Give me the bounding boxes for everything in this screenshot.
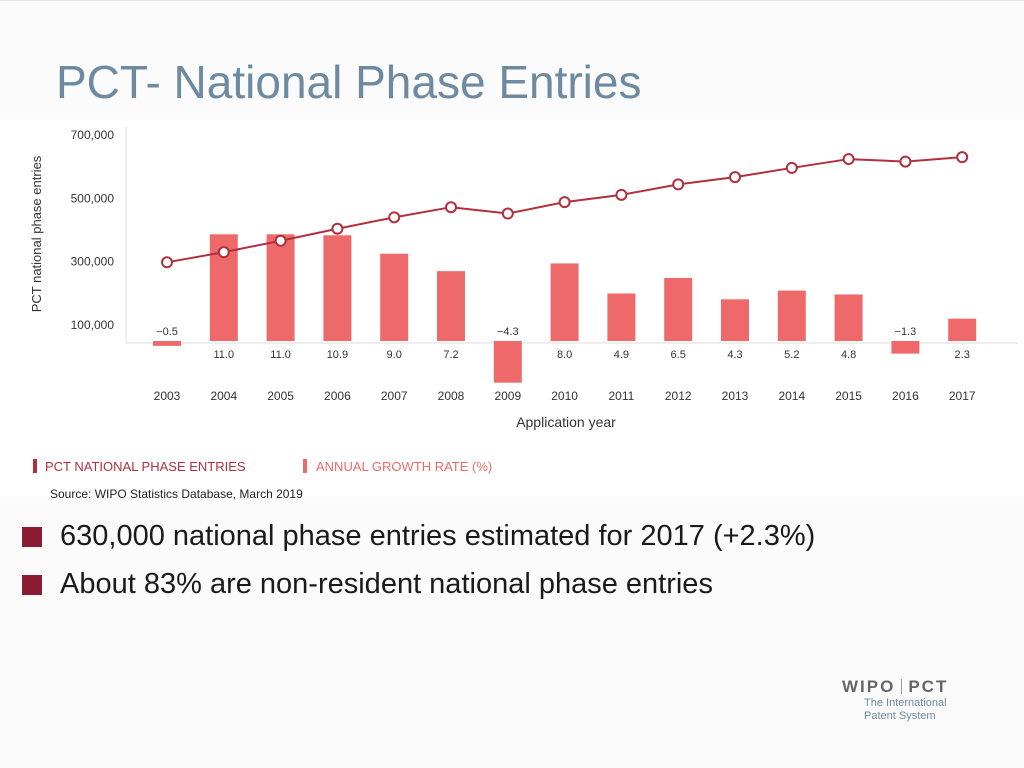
growth-label: −4.3 (497, 326, 519, 338)
bullet-square-icon (22, 575, 42, 595)
growth-label: 4.9 (614, 349, 629, 361)
x-tick-label: 2010 (551, 389, 578, 403)
growth-label: 11.0 (270, 349, 291, 361)
x-tick-label: 2014 (778, 389, 805, 403)
growth-label: 4.8 (841, 349, 856, 361)
growth-label: 4.3 (727, 349, 742, 361)
entries-point (274, 234, 287, 247)
entries-point (785, 161, 798, 174)
page-title: PCT- National Phase Entries (56, 56, 642, 108)
wipo-pct-logo: WIPO PCT The International Patent System (842, 677, 972, 723)
logo-pct-text: PCT (908, 677, 949, 696)
growth-label: −0.5 (156, 326, 178, 338)
growth-bar (721, 299, 749, 341)
entries-point (388, 211, 401, 224)
growth-label: 5.2 (784, 349, 799, 361)
logo-wipo-text: WIPO (842, 677, 896, 696)
x-tick-label: 2011 (608, 389, 634, 403)
growth-label: 7.2 (443, 349, 458, 361)
entries-point (445, 201, 457, 214)
bullet-item: About 83% are non-resident national phas… (22, 565, 902, 603)
x-tick-label: 2009 (494, 389, 521, 403)
x-tick-label: 2007 (381, 389, 408, 403)
legend-label-growth: ANNUAL GROWTH RATE (%) (316, 459, 492, 474)
growth-bar (664, 277, 693, 341)
growth-bar (948, 318, 977, 341)
entries-point (161, 256, 173, 269)
growth-bar (437, 271, 465, 341)
x-tick-label: 2006 (324, 389, 351, 403)
y-axis-title: PCT national phase entries (29, 155, 44, 312)
growth-bar (834, 294, 863, 341)
growth-label: 6.5 (671, 349, 686, 361)
y-tick-label: 100,000 (71, 318, 115, 332)
legend-swatch-growth (303, 459, 307, 473)
entries-point (672, 178, 685, 191)
y-tick-label: 500,000 (71, 191, 115, 205)
bullet-list: 630,000 national phase entries estimated… (22, 517, 902, 613)
entries-point (956, 151, 969, 164)
x-tick-label: 2012 (665, 389, 692, 403)
x-tick-label: 2008 (438, 389, 465, 403)
logo-tagline-line2: Patent System (864, 710, 936, 722)
bullet-square-icon (22, 527, 42, 547)
growth-bar (323, 235, 352, 341)
growth-label: 2.3 (955, 349, 970, 361)
growth-bar (777, 290, 806, 341)
x-tick-label: 2017 (949, 389, 976, 403)
entries-point (842, 153, 855, 166)
growth-label: 8.0 (557, 349, 572, 361)
legend-label-entries: PCT NATIONAL PHASE ENTRIES (45, 459, 246, 474)
entries-point (615, 188, 628, 201)
chart-panel: 100,000 300,000 500,000 700,000 PCT national… (0, 119, 1024, 497)
logo-divider (901, 679, 903, 694)
x-tick-label: 2004 (210, 389, 237, 403)
source-note: Source: WIPO Statistics Database, March … (50, 487, 303, 501)
y-tick-label: 300,000 (71, 255, 115, 269)
logo-tagline-line1: The International (864, 697, 947, 709)
entries-point (331, 222, 344, 235)
chart: 100,000 300,000 500,000 700,000 PCT national… (29, 127, 1018, 474)
growth-label: 10.9 (327, 349, 348, 361)
entries-point (217, 246, 230, 259)
x-tick-label: 2003 (154, 389, 181, 403)
bullet-item: 630,000 national phase entries estimated… (22, 517, 902, 555)
x-tick-label: 2016 (892, 389, 919, 403)
growth-label: 11.0 (214, 349, 235, 361)
growth-label: −1.3 (895, 326, 917, 338)
bullet-text: About 83% are non-resident national phas… (60, 568, 713, 600)
growth-bar (891, 341, 920, 354)
x-tick-label: 2013 (722, 389, 749, 403)
growth-bar (550, 263, 579, 341)
entries-point (501, 207, 514, 220)
growth-bar (607, 293, 636, 341)
entries-point (558, 196, 571, 209)
y-tick-label: 700,000 (71, 128, 115, 142)
growth-bar (266, 234, 295, 341)
bullet-text: 630,000 national phase entries estimated… (60, 520, 816, 552)
x-tick-label: 2015 (835, 389, 862, 403)
growth-bar (153, 341, 181, 346)
entries-point (729, 171, 741, 184)
x-axis-title: Application year (516, 414, 616, 430)
legend-swatch-entries (33, 459, 37, 473)
entries-point (899, 155, 912, 168)
x-tick-label: 2005 (267, 389, 294, 403)
growth-bar (493, 341, 522, 383)
growth-label: 9.0 (387, 349, 402, 361)
growth-bar (380, 253, 409, 341)
